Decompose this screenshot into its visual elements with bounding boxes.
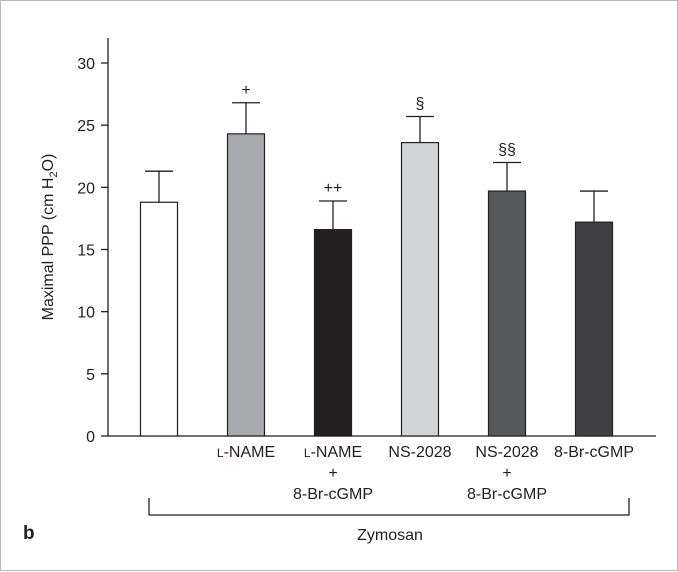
- error-bar: [493, 161, 521, 192]
- error-bars: [145, 102, 608, 230]
- error-bar: [319, 200, 347, 230]
- bar: [313, 229, 353, 437]
- bar: [574, 221, 614, 437]
- error-bar: [145, 170, 173, 203]
- category-label: 8-Br-cGMP: [467, 486, 547, 503]
- significance-markers: +++§§§: [241, 82, 516, 197]
- category-label: +: [502, 465, 511, 482]
- category-labels: L-NAME L-NAME +8-Br-cGMP NS-2028 NS-2028 +8-B…: [217, 444, 634, 503]
- bar: [226, 133, 266, 437]
- bars: [139, 133, 614, 437]
- category-label: +: [328, 465, 337, 482]
- y-tick-label: 5: [86, 367, 95, 384]
- category-label: 8-Br-cGMP: [554, 444, 634, 461]
- y-tick-label: 15: [77, 243, 95, 260]
- significance-marker: +: [241, 82, 250, 99]
- error-bar: [580, 190, 608, 223]
- error-bar: [232, 102, 260, 134]
- error-bar: [406, 115, 434, 143]
- category-label: L-NAME: [304, 444, 362, 461]
- group-label: Zymosan: [357, 527, 423, 544]
- y-ticks: 0 5 10 15 20 25 30: [77, 56, 108, 446]
- axes: [107, 38, 656, 437]
- category-label: NS-2028: [475, 444, 538, 461]
- bar: [400, 141, 440, 437]
- category-label: NS-2028: [388, 444, 451, 461]
- bar: [139, 201, 179, 437]
- y-tick-label: 30: [77, 56, 95, 73]
- y-axis-label: Maximal PPP (cm H2O): [40, 154, 60, 321]
- y-tick-label: 20: [77, 180, 95, 197]
- category-label: 8-Br-cGMP: [293, 486, 373, 503]
- bar: [487, 190, 527, 437]
- y-tick-label: 10: [77, 305, 95, 322]
- significance-marker: §: [416, 95, 425, 112]
- category-label: L-NAME: [217, 444, 275, 461]
- y-tick-label: 0: [86, 429, 95, 446]
- significance-marker: §§: [498, 141, 516, 158]
- y-tick-label: 25: [77, 118, 95, 135]
- panel-letter: b: [23, 523, 35, 544]
- group-bracket: Zymosan: [148, 498, 630, 544]
- group-bracket-line: [148, 498, 630, 516]
- significance-marker: ++: [324, 180, 343, 197]
